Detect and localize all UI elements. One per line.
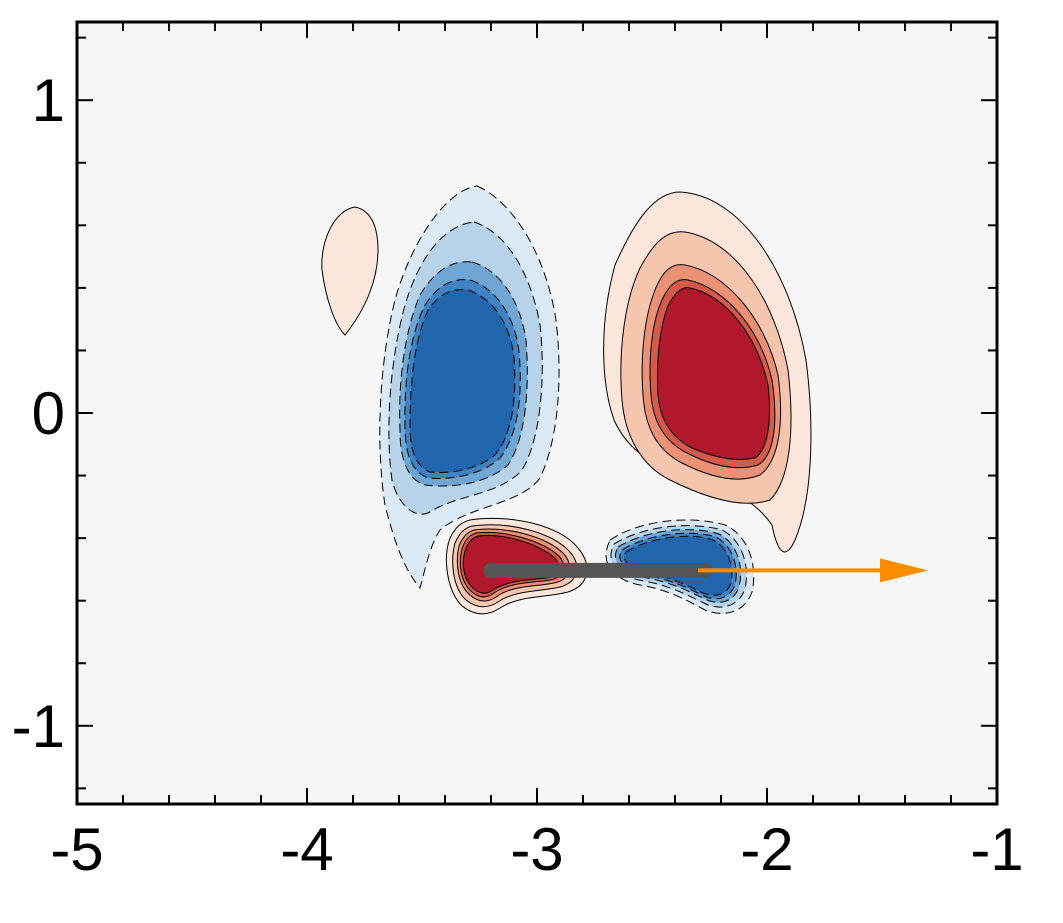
contour-layer [321, 185, 928, 615]
vortex-small-positive [321, 206, 379, 336]
y-tick-label: 0 [32, 380, 65, 447]
x-tick-label: -1 [970, 816, 1023, 883]
motion-arrow-head [880, 558, 928, 583]
y-tick-label: 1 [32, 67, 65, 134]
x-tick-label: -4 [280, 816, 333, 883]
vortex-right-positive [603, 191, 812, 553]
y-tick-label: -1 [12, 693, 65, 760]
x-tick-label: -3 [510, 816, 563, 883]
vortex-left-negative [379, 185, 560, 590]
axis-ticks [76, 22, 998, 804]
x-tick-label: -2 [740, 816, 793, 883]
axis-tick-labels: -5 -4 -3 -2 -1 -1 0 1 [12, 67, 1024, 883]
contour-pos-level-5 [657, 287, 770, 460]
contour-neg-level-5 [409, 289, 516, 473]
x-tick-label: -5 [50, 816, 103, 883]
